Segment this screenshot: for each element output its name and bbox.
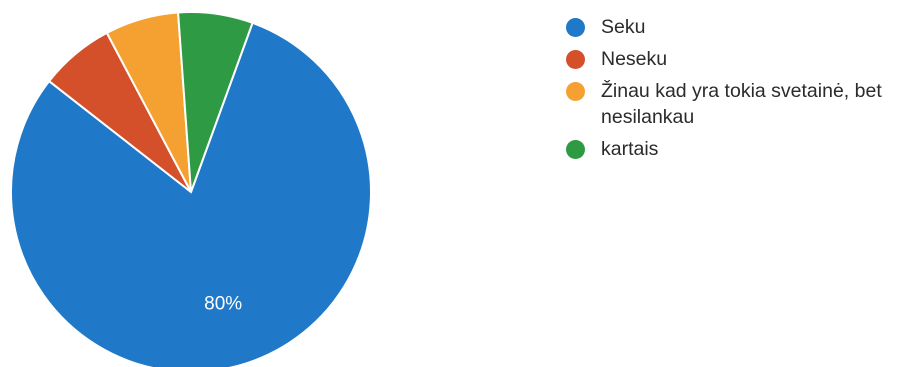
legend-item-neseku[interactable]: Neseku bbox=[566, 46, 902, 72]
legend-item-seku[interactable]: Seku bbox=[566, 14, 902, 40]
slice-label-0: 80% bbox=[204, 294, 242, 315]
pie-slices bbox=[10, 11, 372, 367]
legend-item-zinau[interactable]: Žinau kad yra tokia svetainė, bet nesila… bbox=[566, 78, 902, 130]
legend-label-neseku: Neseku bbox=[601, 48, 668, 70]
legend-swatch-zinau bbox=[566, 82, 585, 101]
legend-item-kartais[interactable]: kartais bbox=[566, 136, 902, 162]
pie-slice-0[interactable] bbox=[10, 21, 372, 367]
legend-swatch-neseku bbox=[566, 50, 585, 69]
legend-label-kartais: kartais bbox=[601, 138, 659, 160]
pie-slice-3[interactable] bbox=[177, 11, 254, 193]
chart-legend: Seku Neseku Žinau kad yra tokia svetainė… bbox=[566, 14, 902, 168]
pie-data-labels: 80% bbox=[204, 294, 242, 315]
legend-swatch-kartais bbox=[566, 140, 585, 159]
legend-swatch-seku bbox=[566, 18, 585, 37]
legend-label-seku: Seku bbox=[601, 16, 646, 38]
legend-label-zinau: Žinau kad yra tokia svetainė, bet nesila… bbox=[601, 80, 882, 128]
